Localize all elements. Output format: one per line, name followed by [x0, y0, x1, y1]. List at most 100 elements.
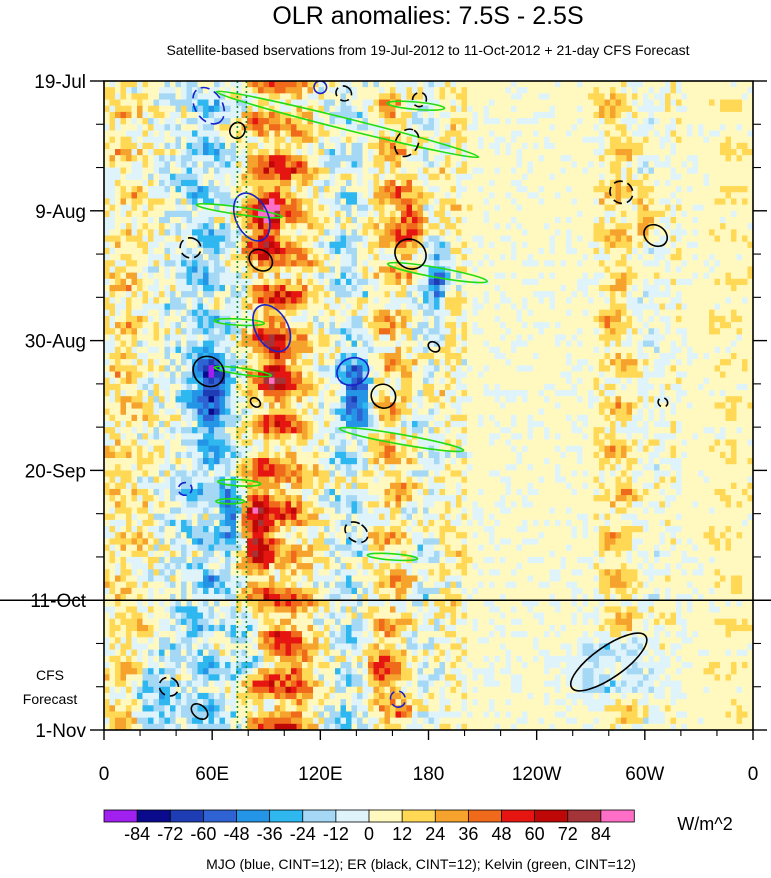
field-cell: [566, 272, 573, 280]
field-cell: [527, 278, 534, 286]
field-cell: [186, 130, 193, 138]
field-cell: [725, 272, 732, 280]
field-cell: [731, 186, 738, 193]
field-cell: [324, 87, 331, 94]
field-cell: [390, 192, 397, 200]
field-cell: [417, 254, 424, 261]
field-cell: [384, 111, 391, 119]
field-cell: [610, 322, 617, 329]
field-cell: [126, 87, 133, 94]
field-cell: [698, 247, 705, 255]
field-cell: [714, 161, 721, 169]
field-cell: [181, 173, 188, 181]
field-cell: [643, 148, 650, 156]
field-cell: [296, 161, 303, 169]
field-cell: [615, 291, 622, 298]
field-cell: [318, 142, 325, 150]
field-cell: [307, 303, 314, 311]
field-cell: [236, 229, 243, 237]
field-cell: [577, 105, 584, 113]
field-cell: [593, 142, 600, 150]
field-cell: [269, 161, 276, 169]
field-cell: [131, 130, 138, 138]
field-cell: [500, 322, 507, 329]
field-cell: [736, 136, 743, 144]
field-cell: [258, 118, 265, 125]
field-cell: [252, 303, 259, 311]
field-cell: [324, 284, 331, 292]
field-cell: [434, 260, 441, 268]
field-cell: [533, 148, 540, 156]
field-cell: [571, 93, 578, 101]
field-cell: [241, 334, 248, 342]
field-cell: [153, 254, 160, 261]
field-cell: [522, 254, 529, 261]
field-cell: [302, 161, 309, 169]
field-cell: [109, 303, 116, 311]
field-cell: [692, 210, 699, 218]
field-cell: [258, 186, 265, 193]
field-cell: [329, 99, 336, 107]
field-cell: [478, 142, 485, 150]
field-cell: [197, 118, 204, 125]
field-cell: [445, 118, 452, 125]
field-cell: [401, 173, 408, 181]
field-cell: [516, 87, 523, 94]
field-cell: [219, 278, 226, 286]
field-cell: [340, 247, 347, 255]
field-cell: [494, 161, 501, 169]
field-cell: [560, 247, 567, 255]
field-cell: [593, 136, 600, 144]
field-cell: [681, 334, 688, 342]
field-cell: [236, 118, 243, 125]
field-cell: [637, 291, 644, 298]
field-cell: [170, 254, 177, 261]
field-cell: [197, 192, 204, 200]
field-cell: [373, 328, 380, 336]
field-cell: [346, 167, 353, 175]
field-cell: [148, 99, 155, 107]
field-cell: [665, 105, 672, 113]
field-cell: [483, 216, 490, 224]
field-cell: [291, 284, 298, 292]
field-cell: [241, 340, 248, 348]
field-cell: [665, 241, 672, 249]
field-cell: [362, 161, 369, 169]
field-cell: [247, 136, 254, 144]
field-cell: [428, 204, 435, 212]
field-cell: [560, 118, 567, 125]
field-cell: [274, 204, 281, 212]
field-cell: [373, 192, 380, 200]
field-cell: [615, 167, 622, 175]
field-cell: [593, 260, 600, 268]
field-cell: [324, 186, 331, 193]
field-cell: [709, 99, 716, 107]
field-cell: [511, 247, 518, 255]
field-cell: [676, 223, 683, 230]
field-cell: [423, 142, 430, 150]
field-cell: [362, 155, 369, 162]
field-cell: [214, 291, 221, 298]
field-cell: [252, 87, 259, 94]
field-cell: [208, 309, 215, 317]
field-cell: [208, 303, 215, 311]
field-cell: [181, 254, 188, 261]
field-cell: [698, 87, 705, 94]
field-cell: [318, 186, 325, 193]
field-cell: [720, 309, 727, 317]
field-cell: [313, 204, 320, 212]
field-cell: [153, 297, 160, 305]
field-cell: [654, 303, 661, 311]
field-cell: [742, 241, 749, 249]
field-cell: [549, 260, 556, 268]
field-cell: [461, 235, 468, 243]
field-cell: [263, 161, 270, 169]
field-cell: [720, 148, 727, 156]
field-cell: [252, 241, 259, 249]
field-cell: [148, 111, 155, 119]
field-cell: [731, 198, 738, 206]
field-cell: [698, 111, 705, 119]
field-cell: [577, 291, 584, 298]
field-cell: [604, 278, 611, 286]
field-cell: [577, 235, 584, 243]
